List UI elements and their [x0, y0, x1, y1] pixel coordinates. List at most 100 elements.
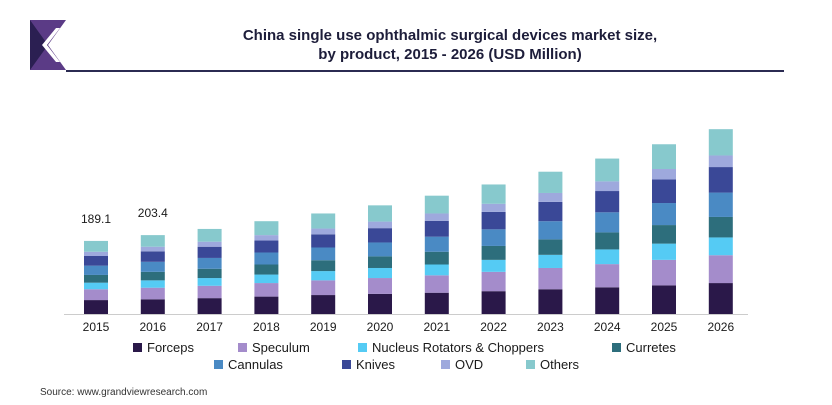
bar-knives-2019	[311, 234, 336, 248]
bar-curretes-2025	[652, 225, 676, 244]
legend-label-knives: Knives	[356, 357, 396, 372]
bar-forceps-2022	[481, 291, 506, 314]
legend-swatch-speculum	[238, 343, 247, 352]
bar-curretes-2026	[708, 216, 733, 238]
bar-speculum-2025	[652, 259, 676, 286]
bar-nucleus-rotators-choppers-2025	[652, 243, 676, 260]
legend-swatch-cannulas	[214, 360, 223, 369]
bar-ovd-2023	[538, 192, 563, 202]
bar-cannulas-2015	[84, 265, 108, 275]
legend-label-forceps: Forceps	[147, 340, 194, 355]
bar-curretes-2015	[84, 274, 108, 283]
legend-label-others: Others	[540, 357, 580, 372]
bar-ovd-2022	[481, 203, 506, 212]
bar-others-2016	[140, 235, 165, 247]
legend-swatch-others	[526, 360, 535, 369]
bar-knives-2020	[368, 228, 392, 243]
bar-curretes-2018	[254, 264, 279, 275]
bar-nucleus-rotators-choppers-2021	[424, 264, 449, 276]
bar-others-2021	[424, 195, 449, 214]
x-tick-label-2018: 2018	[253, 320, 280, 334]
legend-swatch-curretes	[612, 343, 621, 352]
bar-knives-2015	[84, 256, 108, 266]
bar-others-2023	[538, 171, 563, 193]
x-tick-label-2021: 2021	[423, 320, 450, 334]
bar-others-2026	[708, 129, 733, 156]
bar-speculum-2017	[197, 285, 222, 299]
bar-others-2025	[652, 144, 676, 169]
bar-knives-2024	[595, 191, 620, 213]
bar-forceps-2017	[197, 298, 222, 314]
legend-swatch-ovd	[441, 360, 450, 369]
x-tick-label-2019: 2019	[310, 320, 337, 334]
bar-cannulas-2025	[652, 203, 676, 226]
bar-nucleus-rotators-choppers-2023	[538, 254, 563, 268]
bar-speculum-2024	[595, 264, 620, 288]
bar-ovd-2024	[595, 181, 620, 192]
bar-ovd-2015	[84, 251, 108, 256]
bar-ovd-2017	[197, 241, 222, 247]
bar-knives-2025	[652, 179, 676, 204]
bar-forceps-2018	[254, 296, 279, 314]
bar-forceps-2026	[708, 283, 733, 314]
bar-nucleus-rotators-choppers-2018	[254, 274, 279, 284]
bar-others-2017	[197, 228, 222, 242]
bar-ovd-2025	[652, 169, 676, 180]
total-label-2016: 203.4	[138, 206, 168, 220]
bar-knives-2016	[140, 251, 165, 262]
x-tick-label-2017: 2017	[196, 320, 223, 334]
bar-cannulas-2023	[538, 221, 563, 240]
bar-nucleus-rotators-choppers-2024	[595, 249, 620, 265]
bar-nucleus-rotators-choppers-2022	[481, 259, 506, 272]
bar-curretes-2020	[368, 256, 392, 268]
x-tick-label-2020: 2020	[367, 320, 394, 334]
bar-ovd-2019	[311, 228, 336, 235]
bar-ovd-2018	[254, 235, 279, 241]
bar-curretes-2016	[140, 271, 165, 281]
bar-others-2015	[84, 240, 108, 252]
bar-knives-2026	[708, 167, 733, 193]
chart-title-line-2: by product, 2015 - 2026 (USD Million)	[318, 46, 582, 63]
bar-others-2019	[311, 213, 336, 229]
bar-speculum-2016	[140, 287, 165, 300]
bar-cannulas-2016	[140, 261, 165, 272]
bar-others-2022	[481, 184, 506, 204]
bar-curretes-2022	[481, 245, 506, 260]
total-label-2015: 189.1	[81, 212, 111, 226]
bar-speculum-2023	[538, 267, 563, 290]
chart-title-line-1: China single use ophthalmic surgical dev…	[242, 27, 658, 44]
legend-label-nucleus-rotators-choppers: Nucleus Rotators & Choppers	[372, 340, 544, 355]
bar-cannulas-2017	[197, 257, 222, 269]
bar-speculum-2019	[311, 280, 336, 296]
bar-nucleus-rotators-choppers-2017	[197, 278, 222, 286]
bar-forceps-2019	[311, 295, 336, 314]
bar-others-2024	[595, 158, 620, 182]
bar-nucleus-rotators-choppers-2015	[84, 282, 108, 290]
bar-nucleus-rotators-choppers-2019	[311, 271, 336, 281]
bar-nucleus-rotators-choppers-2020	[368, 267, 392, 279]
legend-label-curretes: Curretes	[626, 340, 676, 355]
bar-ovd-2021	[424, 213, 449, 221]
bar-ovd-2026	[708, 155, 733, 168]
bar-speculum-2026	[708, 255, 733, 284]
legend-label-ovd: OVD	[455, 357, 483, 372]
legend-swatch-knives	[342, 360, 351, 369]
legend-label-cannulas: Cannulas	[228, 357, 283, 372]
bar-knives-2017	[197, 246, 222, 258]
grand-view-research-logo	[30, 20, 66, 70]
bar-curretes-2017	[197, 268, 222, 279]
title-divider	[66, 70, 784, 72]
x-tick-label-2024: 2024	[594, 320, 621, 334]
bar-knives-2021	[424, 220, 449, 237]
bar-ovd-2020	[368, 221, 392, 229]
bar-speculum-2021	[424, 275, 449, 293]
bar-speculum-2018	[254, 283, 279, 297]
bar-forceps-2015	[84, 300, 108, 314]
bar-forceps-2025	[652, 285, 676, 314]
bar-others-2020	[368, 205, 392, 222]
x-tick-label-2026: 2026	[707, 320, 734, 334]
bar-speculum-2015	[84, 289, 108, 301]
legend-label-speculum: Speculum	[252, 340, 310, 355]
bar-speculum-2022	[481, 271, 506, 292]
x-tick-label-2025: 2025	[651, 320, 678, 334]
